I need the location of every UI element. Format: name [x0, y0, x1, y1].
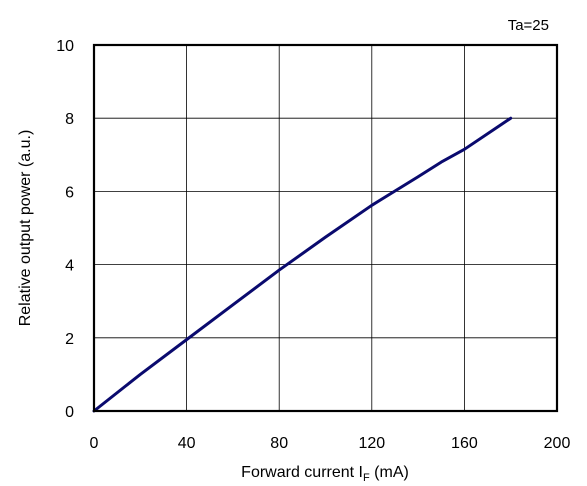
y-tick-labels: 0 2 4 6 8 10 — [56, 38, 74, 421]
y-tick-label-8: 8 — [65, 111, 74, 128]
x-axis-label: Forward current IF (mA) — [241, 464, 409, 484]
x-tick-labels: 0 40 80 120 160 200 — [90, 435, 571, 452]
x-tick-label-40: 40 — [178, 435, 196, 452]
x-tick-label-80: 80 — [270, 435, 288, 452]
y-tick-label-4: 4 — [65, 258, 74, 275]
x-axis-label-sub: F — [363, 472, 370, 484]
y-tick-label-0: 0 — [65, 404, 74, 421]
grid-lines — [94, 45, 557, 411]
y-tick-label-2: 2 — [65, 331, 74, 348]
y-axis-label: Relative output power (a.u.) — [17, 130, 34, 327]
plot-frame — [92, 43, 559, 413]
series-line-0 — [92, 116, 513, 413]
y-tick-label-10: 10 — [56, 38, 74, 55]
x-tick-label-0: 0 — [90, 435, 99, 452]
y-tick-label-6: 6 — [65, 184, 74, 201]
x-axis-label-suffix: (mA) — [370, 464, 409, 481]
x-tick-label-160: 160 — [451, 435, 478, 452]
series-layer — [92, 116, 513, 413]
x-tick-label-200: 200 — [544, 435, 571, 452]
x-tick-label-120: 120 — [358, 435, 385, 452]
x-axis-label-main: Forward current I — [241, 464, 363, 481]
annotation-ta: Ta=25 — [508, 17, 549, 34]
